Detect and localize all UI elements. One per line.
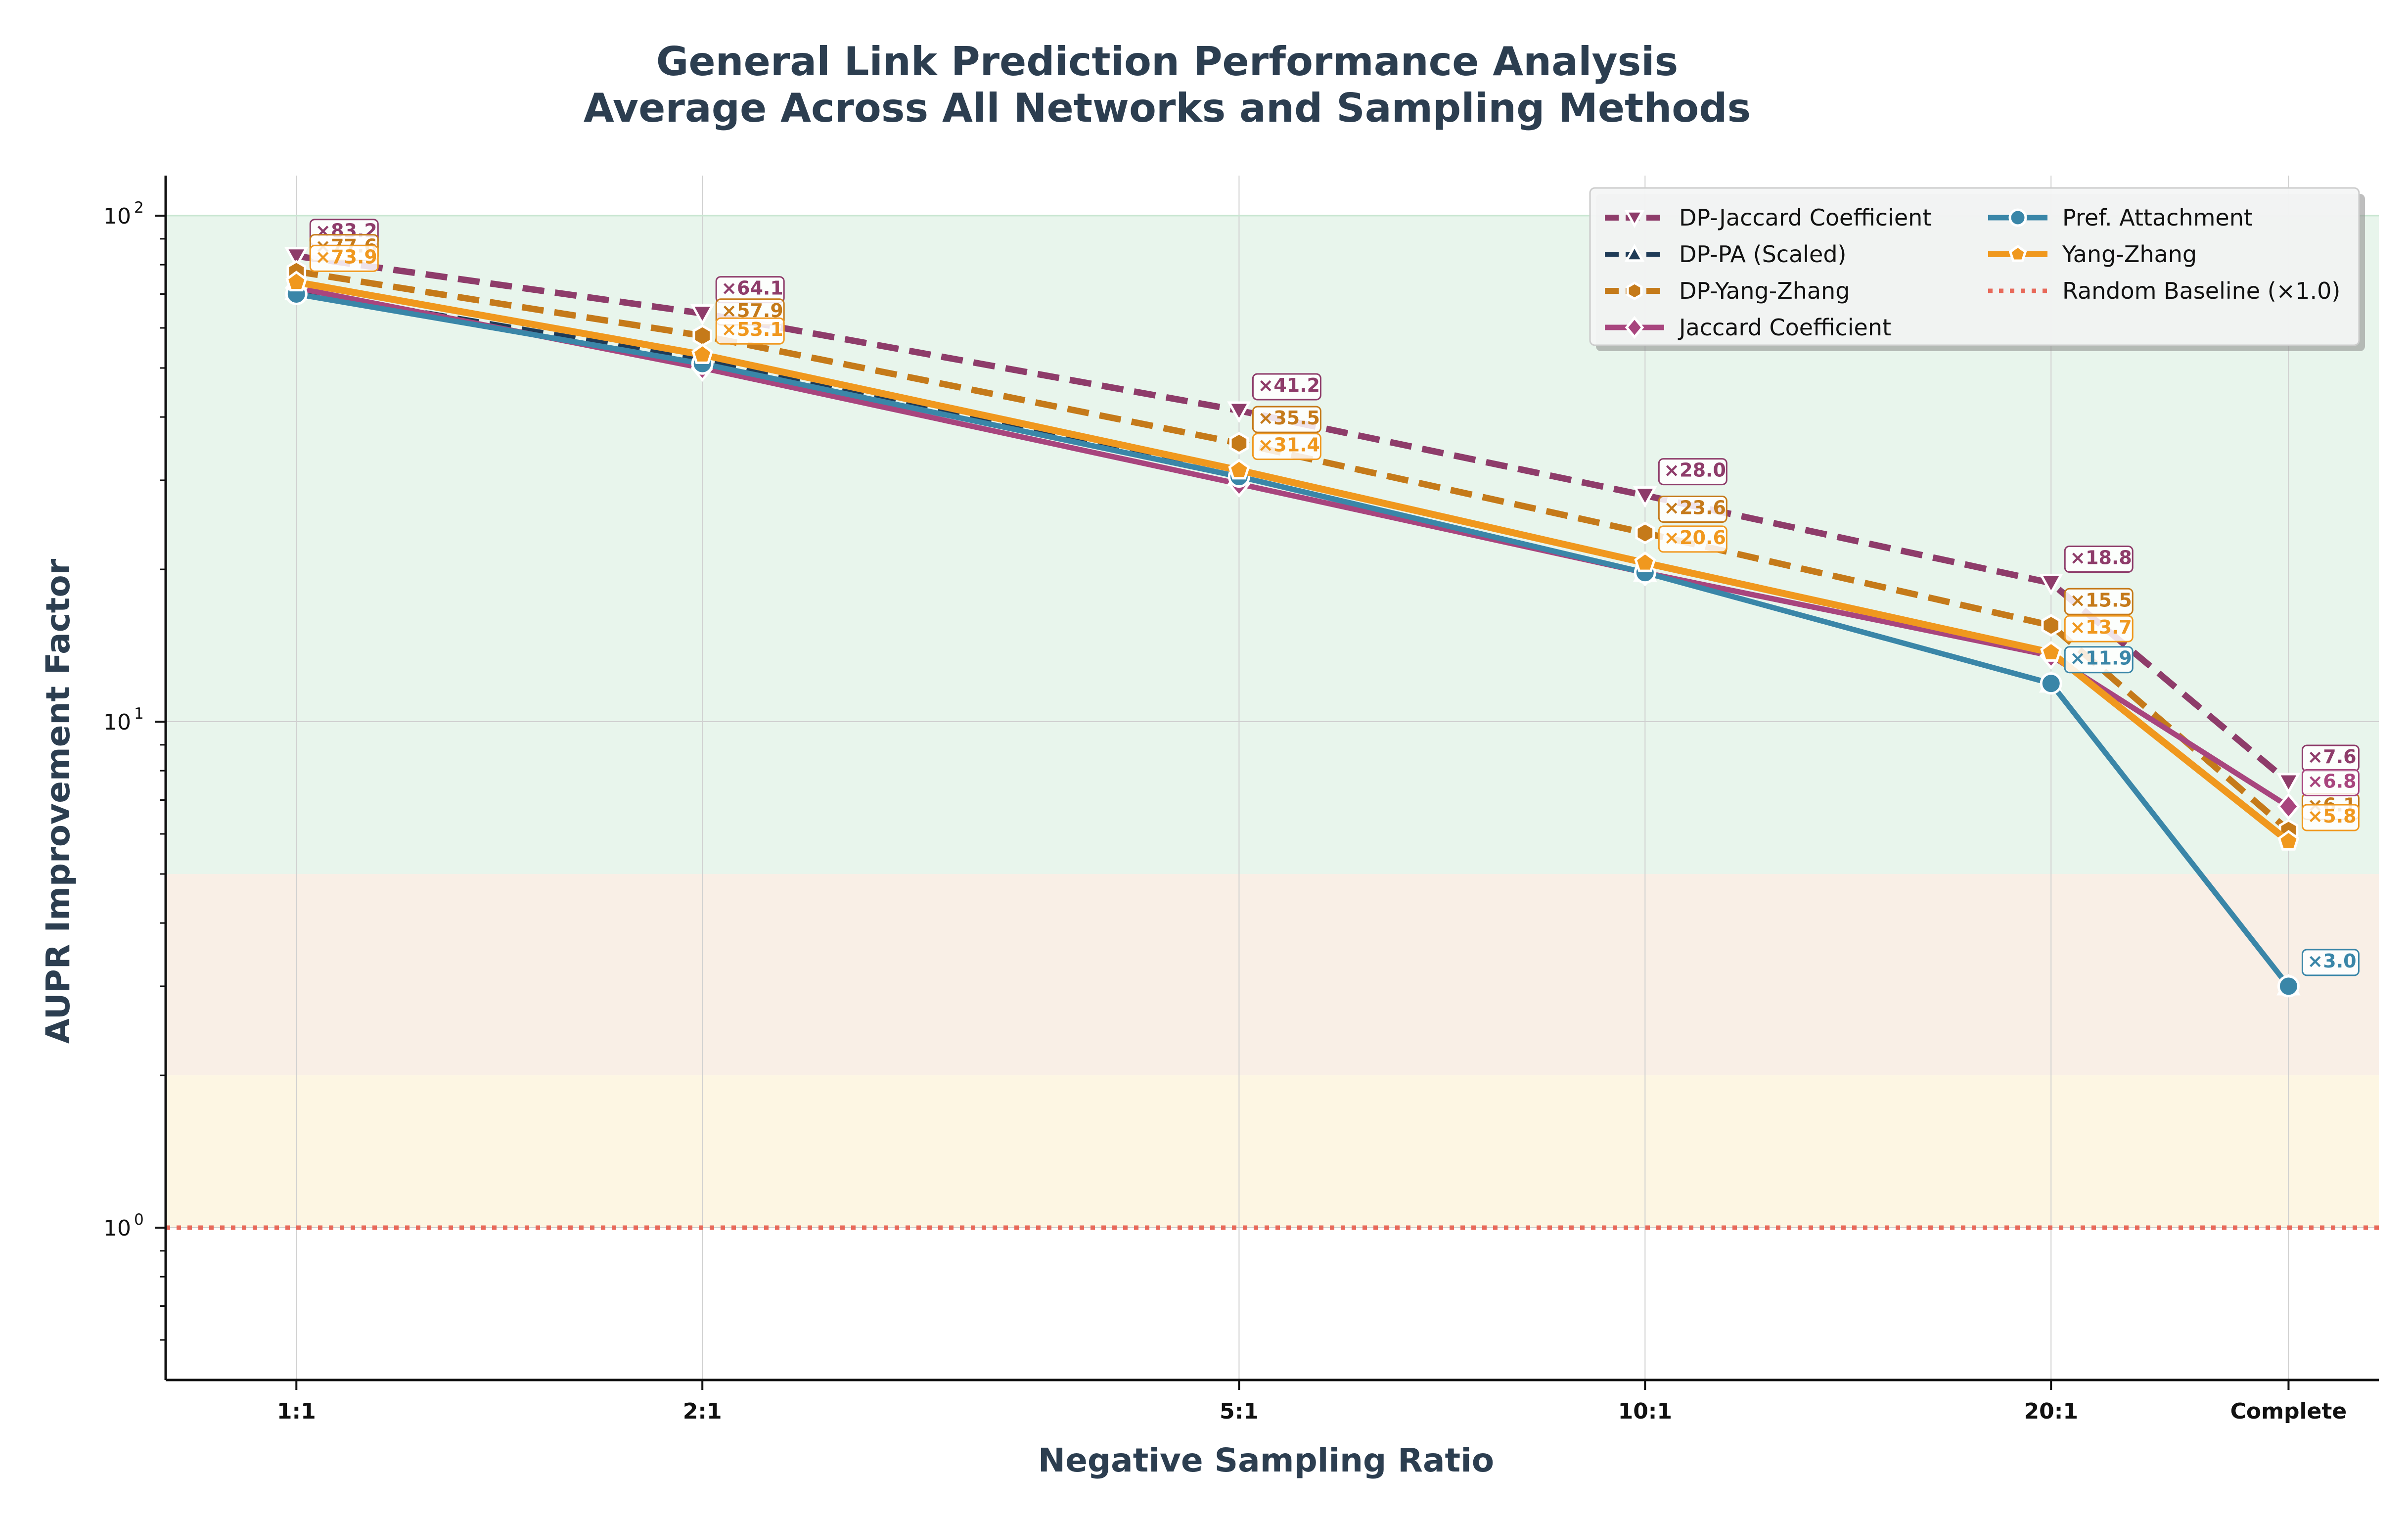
label-box-5-1 xyxy=(715,317,785,345)
series-5-point-1 xyxy=(691,343,714,364)
series-5-point-5 xyxy=(2277,829,2300,851)
series-line-4 xyxy=(296,291,2291,988)
series-0-point-2 xyxy=(1227,401,1251,423)
legend-label-5: Yang-Zhang xyxy=(2062,241,2197,268)
legend-marker-5 xyxy=(2008,244,2027,262)
data-label-0-1: ×64.1 xyxy=(721,277,783,299)
series-5-point-4 xyxy=(2040,641,2062,662)
axes xyxy=(160,176,2379,1381)
label-box-5-0 xyxy=(309,244,379,272)
legend-marker-4 xyxy=(2008,208,2027,227)
series-3-point-5 xyxy=(2277,792,2300,821)
y-tick-exp-1: 1 xyxy=(134,705,144,723)
data-label-0-2: ×41.2 xyxy=(1258,374,1320,396)
legend-marker-1 xyxy=(1624,243,1645,262)
y-tick-label-1: 10 xyxy=(103,710,131,735)
data-label-0-4: ×18.8 xyxy=(2070,547,2132,569)
x-tick-label-5: Complete xyxy=(2230,1399,2347,1424)
data-label-5-0: ×73.9 xyxy=(315,246,377,268)
data-label-0-3: ×28.0 xyxy=(1664,460,1726,481)
x-axis-label: Negative Sampling Ratio xyxy=(1038,1441,1494,1479)
y-axis-label: AUPR Improvement Factor xyxy=(39,558,77,1044)
label-box-5-2 xyxy=(1252,433,1321,460)
series-2-point-4 xyxy=(2041,614,2061,637)
chart-subtitle: Average Across All Networks and Sampling… xyxy=(584,85,1751,131)
data-label-5-5: ×5.8 xyxy=(2307,805,2356,827)
label-box-2-4 xyxy=(2064,588,2134,615)
series-0-point-4 xyxy=(2039,574,2063,596)
series-line-5 xyxy=(296,278,2291,844)
legend-label-0: DP-Jaccard Coefficient xyxy=(1679,204,1931,231)
x-tick-label-3: 10:1 xyxy=(1618,1399,1672,1424)
series-0-point-1 xyxy=(690,304,715,326)
y-tick-exp-2: 2 xyxy=(134,199,144,217)
data-label-2-2: ×35.5 xyxy=(1258,407,1320,429)
label-box-5-4 xyxy=(2064,615,2134,643)
y-tick-label-0: 10 xyxy=(103,1216,131,1241)
band-1 xyxy=(166,873,2379,1076)
x-tick-label-0: 1:1 xyxy=(277,1399,316,1424)
data-label-0-5: ×7.6 xyxy=(2307,746,2356,768)
x-tick-label-1: 2:1 xyxy=(683,1399,722,1424)
label-box-3-5 xyxy=(2301,769,2360,796)
label-box-4-5 xyxy=(2301,949,2360,976)
legend-box xyxy=(1589,187,2360,346)
data-label-5-2: ×31.4 xyxy=(1258,434,1320,456)
series-0-point-0 xyxy=(284,247,309,269)
series-4-point-4 xyxy=(2040,672,2062,695)
data-labels: ×83.2×64.1×41.2×28.0×18.8×7.6×77.6×57.9×… xyxy=(309,219,2360,976)
band-2 xyxy=(166,1075,2379,1228)
data-label-5-1: ×53.1 xyxy=(721,319,783,340)
legend-marker-0 xyxy=(1624,210,1645,229)
series-4-point-5 xyxy=(2277,975,2300,998)
data-label-4-5: ×3.0 xyxy=(2307,950,2356,972)
series-0-point-3 xyxy=(1633,486,1657,508)
legend-label-1: DP-PA (Scaled) xyxy=(1679,241,1847,268)
label-box-2-3 xyxy=(1658,496,1727,523)
y-tick-exp-0: 0 xyxy=(134,1211,144,1229)
series-2-point-1 xyxy=(692,324,713,347)
data-label-5-4: ×13.7 xyxy=(2070,616,2132,638)
x-tick-label-4: 20:1 xyxy=(2024,1399,2078,1424)
label-box-0-4 xyxy=(2064,546,2134,573)
data-label-2-4: ×15.5 xyxy=(2070,589,2132,611)
legend-label-6: Random Baseline (×1.0) xyxy=(2062,277,2340,304)
label-box-5-3 xyxy=(1658,525,1727,553)
series-5-point-2 xyxy=(1228,459,1250,480)
label-box-0-2 xyxy=(1252,373,1321,401)
legend-marker-3 xyxy=(1625,316,1644,339)
data-label-2-3: ×23.6 xyxy=(1664,497,1726,519)
label-box-0-3 xyxy=(1658,458,1727,486)
data-label-5-3: ×20.6 xyxy=(1664,527,1726,549)
legend-label-4: Pref. Attachment xyxy=(2062,204,2253,231)
series-5-point-0 xyxy=(285,271,308,292)
chart-title: General Link Prediction Performance Anal… xyxy=(656,39,1679,85)
label-box-2-2 xyxy=(1252,406,1321,433)
series-2-point-2 xyxy=(1229,432,1249,455)
label-box-5-5 xyxy=(2301,804,2360,831)
y-tick-label-2: 10 xyxy=(103,204,131,229)
series-2-point-3 xyxy=(1635,521,1655,545)
series-0-point-5 xyxy=(2276,773,2301,795)
data-label-4-4: ×11.9 xyxy=(2070,647,2132,669)
legend-marker-2 xyxy=(1626,281,1643,300)
label-box-4-4 xyxy=(2064,646,2134,674)
series-5-point-3 xyxy=(1634,551,1656,572)
legend-label-3: Jaccard Coefficient xyxy=(1678,314,1891,341)
legend-label-2: DP-Yang-Zhang xyxy=(1679,277,1850,304)
legend: DP-Jaccard Coefficient DP-PA (Scaled) DP-Y… xyxy=(1589,187,2365,351)
x-tick-label-2: 5:1 xyxy=(1220,1399,1259,1424)
data-label-3-5: ×6.8 xyxy=(2307,770,2356,792)
